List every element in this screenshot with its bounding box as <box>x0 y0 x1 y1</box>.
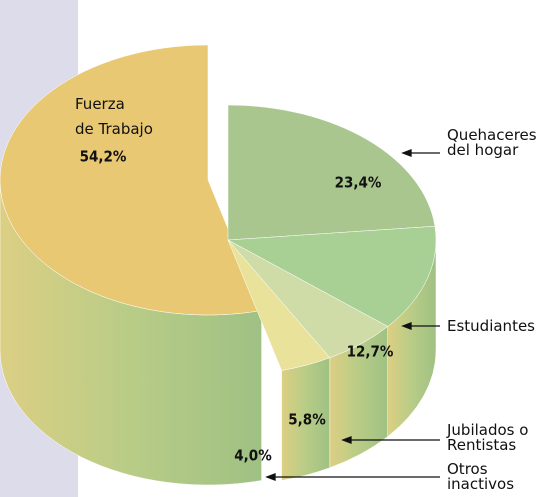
value-label: 23,4% <box>335 174 382 192</box>
category-label: Jubilados o Rentistas <box>447 421 529 454</box>
category-label: Fuerza de Trabajo <box>75 95 153 138</box>
slice <box>227 104 436 241</box>
slice <box>227 239 331 371</box>
category-label: Otros inactivos <box>447 460 515 493</box>
value-label: 12,7% <box>347 343 394 361</box>
slice <box>0 44 262 316</box>
category-label: Estudiantes <box>447 317 535 335</box>
value-label: 5,8% <box>288 411 326 429</box>
value-label: 4,0% <box>234 447 272 465</box>
arrows <box>265 149 440 481</box>
value-label: 54,2% <box>80 148 127 166</box>
category-label: Quehaceres del hogar <box>447 126 537 159</box>
slice <box>227 225 437 327</box>
